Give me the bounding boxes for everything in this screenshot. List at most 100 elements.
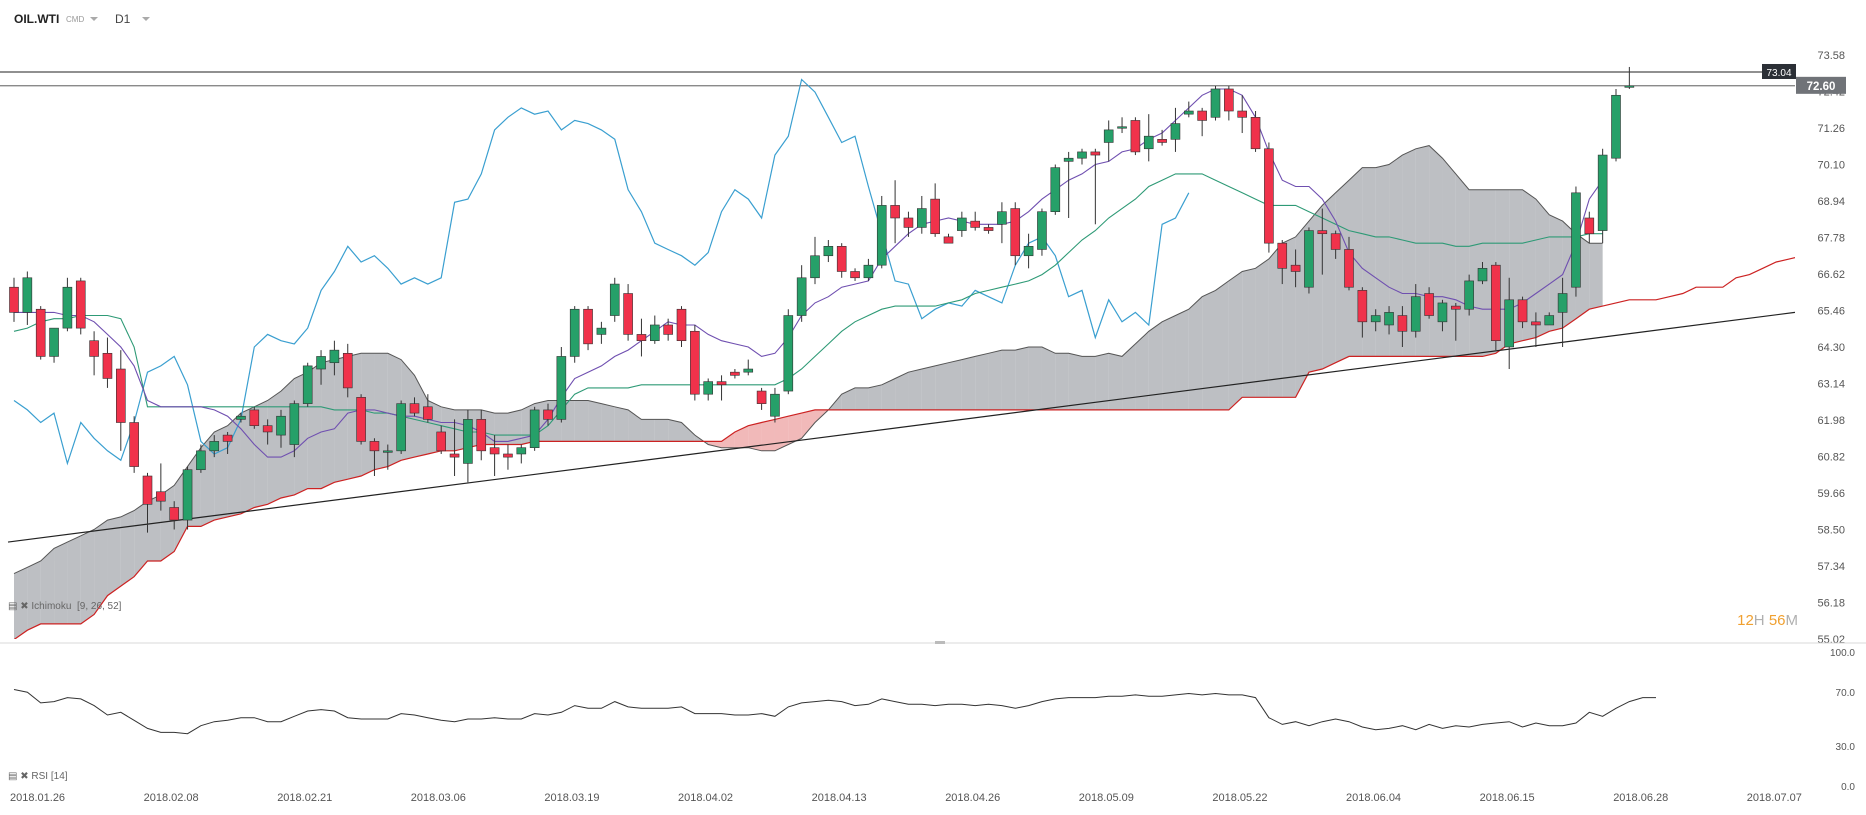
price-tick-label: 60.82: [1817, 452, 1845, 464]
date-tick-label: 2018.02.21: [277, 792, 332, 804]
candle-body: [476, 419, 487, 452]
ichimoku-cloud-segment: [1082, 356, 1096, 410]
ichimoku-cloud-segment: [147, 494, 161, 561]
symbol-selector[interactable]: OIL.WTI: [14, 12, 60, 26]
ichimoku-indicator-label[interactable]: ▤ ✖ Ichimoku [9, 26, 52]: [8, 601, 121, 612]
indicator-settings-icon[interactable]: ▤: [8, 771, 18, 782]
candle-body: [1597, 154, 1608, 231]
candle-body: [1023, 246, 1034, 257]
ichimoku-cloud-segment: [841, 387, 856, 410]
ichimoku-cloud-segment: [748, 422, 762, 451]
candle-body: [1304, 230, 1314, 288]
ichimoku-cloud-segment: [628, 409, 642, 442]
ichimoku-cloud-segment: [507, 409, 522, 445]
ichimoku-cloud-segment: [1001, 350, 1016, 410]
senkou-span-a-line: [13, 145, 1603, 575]
price-tick-label: 65.46: [1817, 306, 1845, 318]
candle-body: [1370, 315, 1381, 323]
ichimoku-cloud-segment: [1549, 214, 1563, 332]
candle-body: [823, 246, 834, 257]
ichimoku-cloud-segment: [761, 419, 775, 451]
candle-body: [182, 469, 193, 521]
ichimoku-cloud-segment: [881, 378, 896, 410]
chevron-down-icon[interactable]: [142, 17, 150, 21]
ichimoku-cloud-segment: [1148, 321, 1163, 410]
candle-body: [22, 277, 33, 313]
candle-body: [169, 507, 179, 521]
chart-toolbar: OIL.WTI CMD D1: [0, 0, 1866, 40]
candle-body: [1224, 88, 1234, 112]
candle-body: [756, 390, 767, 404]
rsi-params: [14]: [50, 771, 68, 782]
ichimoku-cloud-segment: [868, 384, 882, 410]
candle-body: [930, 198, 940, 235]
candle-body: [850, 271, 860, 279]
rsi-tick-label: 70.0: [1836, 688, 1856, 699]
ichimoku-cloud-segment: [668, 419, 682, 442]
price-tick-label: 59.66: [1817, 488, 1845, 500]
date-tick-label: 2018.07.07: [1747, 792, 1802, 804]
candle-body: [636, 334, 647, 342]
countdown-hours: 12: [1737, 612, 1754, 629]
ichimoku-cloud-segment: [1028, 347, 1042, 410]
ichimoku-cloud-segment: [160, 485, 175, 561]
candle-body: [62, 286, 73, 329]
candle-body: [1531, 321, 1541, 326]
last-price-label: 72.60: [1807, 81, 1836, 93]
candle-body: [489, 447, 500, 455]
ichimoku-cloud-segment: [895, 372, 909, 410]
ichimoku-params: [9, 26, 52]: [76, 601, 122, 612]
ichimoku-cloud-segment: [27, 560, 41, 631]
ichimoku-cloud-segment: [721, 431, 735, 448]
candle-body: [663, 324, 673, 335]
ichimoku-cloud-segment: [641, 419, 655, 442]
ichimoku-cloud-segment: [1255, 258, 1269, 398]
candle-body: [222, 434, 233, 442]
ichimoku-cloud-segment: [1162, 315, 1176, 410]
indicator-settings-icon[interactable]: ▤: [8, 601, 18, 612]
ichimoku-cloud-segment: [1268, 243, 1283, 398]
candle-body: [1317, 230, 1328, 235]
remove-indicator-icon[interactable]: ✖: [20, 601, 29, 612]
ichimoku-cloud-segment: [54, 542, 68, 624]
date-tick-label: 2018.02.08: [144, 792, 199, 804]
candle-body: [329, 349, 340, 364]
candle-body: [1491, 264, 1501, 342]
candle-body: [1624, 85, 1635, 88]
candle-body: [1197, 110, 1207, 121]
ichimoku-cloud-segment: [988, 350, 1002, 410]
date-tick-label: 2018.06.04: [1346, 792, 1401, 804]
rsi-indicator-label[interactable]: ▤ ✖ RSI [14]: [8, 771, 68, 782]
candle-body: [1477, 268, 1488, 282]
ichimoku-cloud-segment: [601, 403, 615, 442]
candle-body: [1571, 192, 1581, 288]
candle-body: [730, 371, 740, 376]
candle-body: [156, 491, 166, 502]
ichimoku-cloud-segment: [227, 413, 241, 517]
price-tick-label: 57.34: [1817, 561, 1845, 573]
candle-body: [1517, 299, 1528, 323]
candle-body: [543, 409, 553, 420]
candle-body: [1237, 110, 1247, 118]
candle-body: [196, 450, 206, 471]
timeframe-selector[interactable]: D1: [115, 12, 131, 26]
rsi-tick-label: 100.0: [1830, 648, 1855, 659]
date-tick-label: 2018.05.09: [1079, 792, 1134, 804]
ichimoku-cloud-segment: [855, 387, 869, 410]
resistance-price-label: 73.04: [1766, 68, 1791, 79]
candle-body: [1330, 233, 1341, 250]
countdown-minutes: 56: [1768, 612, 1786, 629]
candle-body: [142, 475, 153, 505]
ichimoku-cloud-segment: [975, 353, 989, 410]
ichimoku-cloud-segment: [1455, 173, 1470, 357]
chevron-down-icon[interactable]: [90, 17, 98, 21]
candle-body: [863, 264, 874, 279]
candle-body: [1063, 157, 1074, 162]
candle-body: [997, 211, 1007, 225]
ichimoku-cloud-segment: [614, 406, 629, 442]
ichimoku-cloud-segment: [1362, 167, 1376, 357]
price-tick-label: 56.18: [1817, 598, 1845, 610]
candle-body: [1584, 217, 1595, 235]
remove-indicator-icon[interactable]: ✖: [20, 771, 29, 782]
